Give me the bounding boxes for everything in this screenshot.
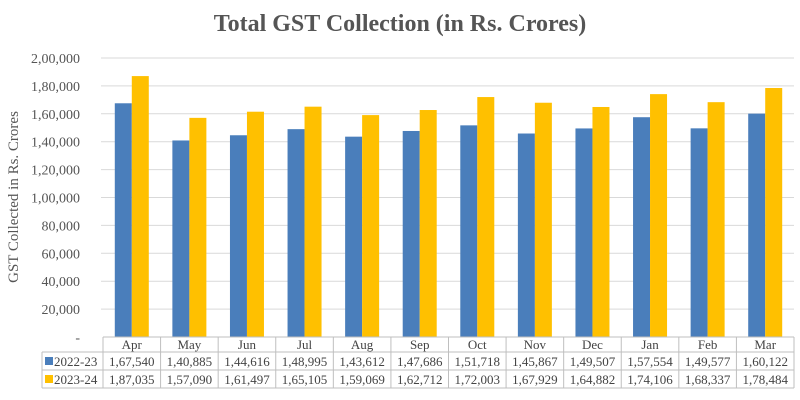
bar-2022-23-Jun [229,135,247,337]
data-label: 1,62,712 [397,372,443,387]
x-tick-label: Sep [410,337,430,352]
bar-2023-24-Mar [765,88,783,337]
legend-label: 2022-23 [54,354,97,369]
data-label: 1,64,882 [570,372,616,387]
data-label: 1,45,867 [512,354,558,369]
bar-2022-23-Aug [345,136,363,337]
x-tick-label: May [177,337,201,352]
bar-2023-24-May [189,117,207,337]
data-label: 1,49,507 [570,354,616,369]
x-tick-label: Nov [524,337,547,352]
bar-2023-24-Jul [304,106,322,337]
y-tick-label: 1,40,000 [31,136,80,151]
legend-label: 2023-24 [54,372,98,387]
data-label: 1,61,497 [224,372,270,387]
x-tick-label: Oct [468,337,487,352]
y-tick-label: 1,60,000 [31,108,80,123]
data-label: 1,40,885 [167,354,213,369]
x-tick-label: Aug [351,337,374,352]
data-label: 1,48,995 [282,354,328,369]
bar-2023-24-Oct [477,97,495,337]
bar-2022-23-Dec [575,128,593,337]
y-tick-label: 2,00,000 [31,52,80,67]
legend-swatch-2022-23 [45,357,53,365]
bar-2022-23-Sep [402,130,420,337]
y-tick-label: 60,000 [42,247,81,262]
y-tick-label: 1,80,000 [31,80,80,95]
data-label: 1,87,035 [109,372,155,387]
data-label: 1,65,105 [282,372,328,387]
bar-2022-23-Jan [633,117,651,337]
bar-2023-24-Jun [246,111,264,337]
bar-2022-23-Nov [517,133,535,337]
bar-2022-23-May [172,140,190,337]
x-tick-label: Mar [754,337,776,352]
data-label: 1,47,686 [397,354,443,369]
data-label: 1,59,069 [339,372,385,387]
legend-swatch-2023-24 [45,375,53,383]
bar-2022-23-Jul [287,129,305,337]
bar-2022-23-Mar [748,113,766,337]
data-label: 1,44,616 [224,354,270,369]
data-label: 1,68,337 [685,372,731,387]
y-tick-label: 1,20,000 [31,164,80,179]
y-tick-label: 20,000 [42,303,81,318]
bar-2023-24-Aug [362,115,380,337]
data-label: 1,57,554 [627,354,673,369]
x-tick-label: Jan [641,337,659,352]
bar-2023-24-Feb [707,102,725,337]
bar-2022-23-Apr [114,103,132,337]
x-tick-label: Jun [238,337,257,352]
x-tick-label: Apr [122,337,143,352]
data-label: 1,72,003 [455,372,501,387]
bar-2023-24-Nov [534,102,552,337]
y-tick-label: - [75,331,80,346]
data-label: 1,74,106 [627,372,673,387]
chart-title: Total GST Collection (in Rs. Crores) [214,11,586,37]
y-axis-label: GST Collected in Rs. Crores [6,111,22,283]
bar-2023-24-Apr [131,76,149,337]
data-label: 1,78,484 [742,372,788,387]
bar-2022-23-Oct [460,125,478,337]
x-tick-label: Jul [297,337,313,352]
data-label: 1,43,612 [339,354,385,369]
bar-2023-24-Jan [650,94,668,337]
data-label: 1,67,929 [512,372,558,387]
data-label: 1,57,090 [167,372,213,387]
data-label: 1,60,122 [742,354,788,369]
data-label: 1,51,718 [455,354,501,369]
x-tick-label: Feb [698,337,718,352]
bar-2023-24-Sep [419,110,437,338]
y-tick-label: 80,000 [42,219,81,234]
y-tick-label: 1,00,000 [31,192,80,207]
bar-2022-23-Feb [690,128,708,337]
y-tick-label: 40,000 [42,275,81,290]
data-label: 1,49,577 [685,354,731,369]
x-tick-label: Dec [582,337,603,352]
data-label: 1,67,540 [109,354,155,369]
bar-2023-24-Dec [592,106,610,337]
